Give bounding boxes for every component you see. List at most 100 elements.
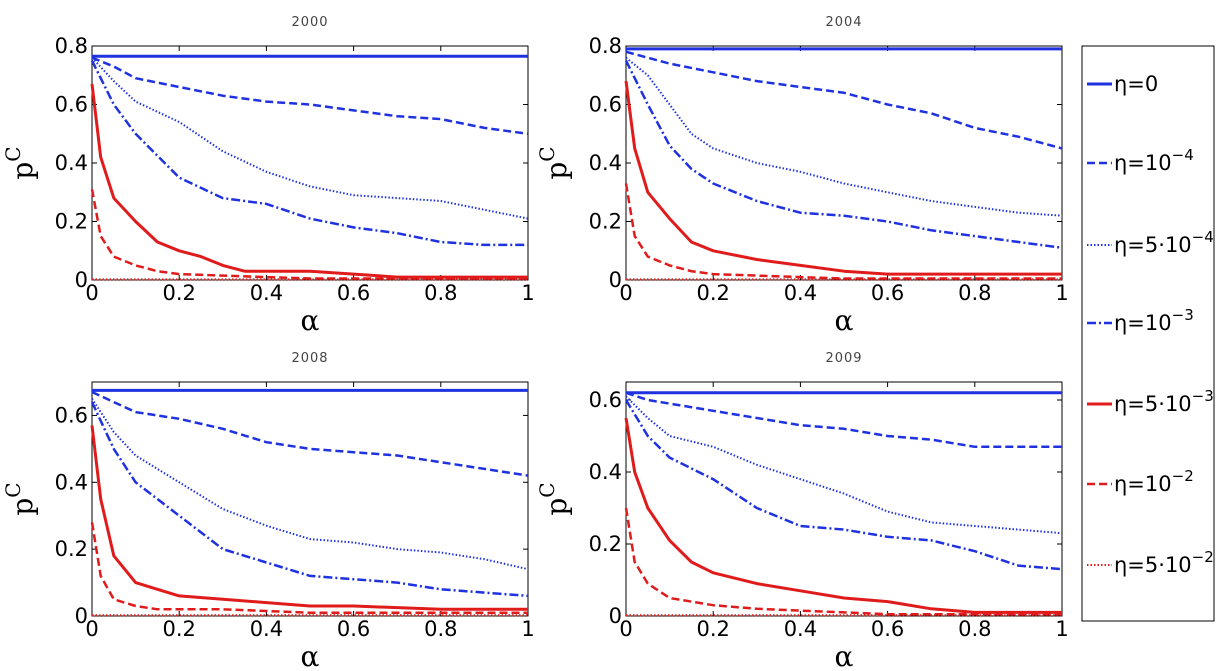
y-axis-label-sup: C <box>1 146 25 161</box>
legend-label-sup: −4 <box>1172 146 1194 164</box>
y-tick-label: 0.6 <box>589 93 622 117</box>
legend-item-eta1e-3: η=10−3 <box>1087 306 1194 335</box>
x-tick-label: 0 <box>85 281 98 305</box>
series-line-eta5e-4 <box>625 56 1063 217</box>
x-tick-label: 0.2 <box>162 281 195 305</box>
series-line-eta1e-4 <box>625 50 1063 150</box>
y-axis-label-sup: C <box>535 146 559 161</box>
y-axis-label-sup: C <box>535 482 559 497</box>
x-tick-label: 0.6 <box>337 617 370 641</box>
series-line-eta5e-4 <box>625 395 1063 535</box>
plot-area <box>91 45 529 281</box>
series-line-eta1e-2 <box>90 522 528 614</box>
x-tick-label: 1 <box>1055 281 1068 305</box>
legend: η=0η=10−4η=5·10−4η=10−3η=5·10−3η=10−2η=5… <box>1081 45 1215 622</box>
y-tick-label: 0.4 <box>55 151 88 175</box>
legend-item-eta5e-3: η=5·10−3 <box>1087 387 1214 416</box>
series-line-eta1e-4 <box>91 56 529 136</box>
series-line-eta5e-4 <box>91 57 529 220</box>
y-tick-label: 0 <box>75 604 88 628</box>
legend-label: η=10−2 <box>1114 467 1194 496</box>
x-tick-label: 0.6 <box>871 281 904 305</box>
x-tick-label: 0.4 <box>784 617 817 641</box>
y-tick-label: 0.4 <box>589 151 622 175</box>
series-line-eta5e-4 <box>91 398 529 571</box>
legend-item-eta5e-4: η=5·10−4 <box>1087 228 1214 257</box>
x-tick-label: 0 <box>619 281 632 305</box>
plot-area <box>625 45 1063 281</box>
y-tick-label: 0.6 <box>55 403 88 427</box>
x-axis-label: α <box>835 640 854 671</box>
series-line-eta1e-2 <box>90 189 528 280</box>
legend-label-main: η=5·10 <box>1114 233 1192 257</box>
legend-label-sup: −4 <box>1192 228 1214 246</box>
y-tick-label: 0 <box>609 604 622 628</box>
legend-box <box>1081 45 1215 622</box>
x-tick-label: 1 <box>1055 617 1068 641</box>
y-tick-label: 0.6 <box>55 93 88 117</box>
x-axis-label: α <box>301 640 320 671</box>
legend-label-main: η=0 <box>1114 72 1158 96</box>
y-axis-label: pC <box>1 482 39 515</box>
panel-title: 2008 <box>291 351 328 366</box>
legend-label-sup: −3 <box>1192 387 1214 405</box>
x-tick-label: 0.4 <box>784 281 817 305</box>
y-tick-label: 0.8 <box>55 34 88 58</box>
legend-label-main: η=10 <box>1114 311 1172 335</box>
x-tick-label: 0.4 <box>250 617 283 641</box>
y-axis-label: pC <box>535 482 573 515</box>
x-tick-label: 1 <box>521 281 534 305</box>
x-tick-label: 0.8 <box>424 617 457 641</box>
legend-label: η=10−3 <box>1114 306 1194 335</box>
y-tick-label: 0.2 <box>55 537 88 561</box>
legend-label: η=0 <box>1114 72 1158 96</box>
x-tick-label: 0.8 <box>424 281 457 305</box>
y-tick-label: 0 <box>75 268 88 292</box>
plot-area <box>625 381 1063 617</box>
x-tick-label: 0 <box>85 617 98 641</box>
legend-label-main: η=10 <box>1114 472 1172 496</box>
plot-area <box>91 381 529 617</box>
panel-title: 2009 <box>825 351 862 366</box>
chart-panel-2009: 2009 0 0.2 0.4 0.6 0.8 1 0 0.2 0.4 0.6 α pC <box>535 351 1069 671</box>
legend-label-sup: −3 <box>1172 306 1194 324</box>
y-axis-label: pC <box>1 146 39 179</box>
panel-title: 2004 <box>825 15 862 30</box>
legend-label: η=5·10−3 <box>1114 387 1214 416</box>
legend-label-main: η=5·10 <box>1114 392 1192 416</box>
series-line-eta1e-3 <box>624 399 1063 571</box>
y-axis-label-main: p <box>6 498 39 516</box>
legend-item-eta0: η=0 <box>1087 72 1158 96</box>
y-tick-label: 0.2 <box>55 210 88 234</box>
y-axis-label-main: p <box>540 162 573 180</box>
y-tick-label: 0.4 <box>589 460 622 484</box>
series-line-eta1e-3 <box>624 60 1063 250</box>
series-line-eta5e-3 <box>624 417 1062 614</box>
x-tick-label: 0.8 <box>958 281 991 305</box>
y-axis-label-sup: C <box>1 482 25 497</box>
chart-panel-2004: 2004 0 0.2 0.4 0.6 0.8 1 0 0.2 0.4 0.6 0.8 α pC <box>535 15 1069 337</box>
series-line-eta1e-2 <box>624 183 1062 280</box>
chart-panel-2000: 2000 0 0.2 0.4 0.6 0.8 1 0 0.2 0.4 0.6 0.8 α pC <box>1 15 535 337</box>
y-tick-label: 0.2 <box>589 210 622 234</box>
series-line-eta1e-2 <box>624 507 1062 616</box>
x-tick-label: 0.2 <box>162 617 195 641</box>
y-tick-label: 0.8 <box>589 34 622 58</box>
legend-item-eta1e-4: η=10−4 <box>1087 146 1194 175</box>
series-line-eta1e-4 <box>625 391 1062 449</box>
panel-title: 2000 <box>291 15 328 30</box>
legend-item-eta1e-2: η=10−2 <box>1087 467 1194 496</box>
legend-label: η=10−4 <box>1114 146 1194 175</box>
x-tick-label: 0.6 <box>337 281 370 305</box>
x-tick-label: 0.2 <box>696 617 729 641</box>
x-tick-label: 1 <box>521 617 534 641</box>
y-tick-label: 0.4 <box>55 470 88 494</box>
series-line-eta5e-3 <box>90 83 528 279</box>
chart-panel-2008: 2008 0 0.2 0.4 0.6 0.8 1 0 0.2 0.4 0.6 α pC <box>1 351 535 671</box>
y-tick-label: 0.6 <box>589 388 622 412</box>
y-tick-label: 0 <box>609 268 622 292</box>
y-axis-label: pC <box>535 146 573 179</box>
legend-label-sup: −2 <box>1172 467 1194 485</box>
x-axis-label: α <box>835 304 854 337</box>
